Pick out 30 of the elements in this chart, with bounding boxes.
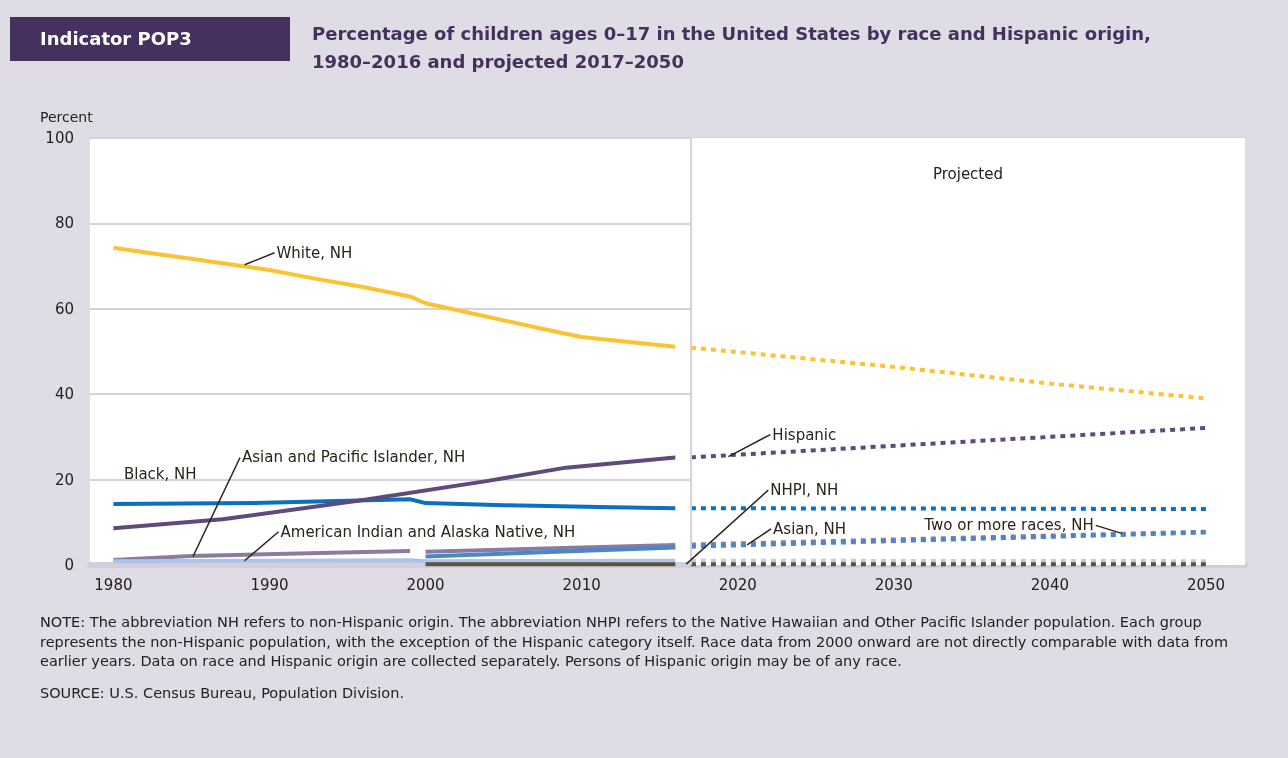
y-axis-title: Percent [40, 109, 94, 125]
x-tick-label: 2010 [562, 575, 601, 594]
x-tick-label: 2020 [718, 575, 757, 594]
annotation: NHPI, NH [770, 481, 839, 500]
x-tick-label: 2000 [406, 575, 445, 594]
x-tick-label: 2030 [874, 575, 913, 594]
annotation: American Indian and Alaska Native, NH [280, 522, 576, 541]
x-tick-label: 1990 [250, 575, 289, 594]
annotation: Asian and Pacific Islander, NH [242, 448, 466, 467]
x-tick-label: 2040 [1030, 575, 1069, 594]
annotation: Hispanic [772, 425, 837, 444]
chart-title: Percentage of children ages 0–17 in the United States by race and Hispanic origin, 1980–2016 and projected 2017–2050 [312, 22, 1152, 74]
annotation: Black, NH [123, 465, 197, 484]
text: NOTE: The abbreviation NH refers to non-Hispanic origin. The abbreviation NHPI refers to the Native Hawaiian and Other Pacific Islander population. Each group represents the non-Hispanic population, with the exception of the Hispanic category itself. Race data from 2000 onward are not directly comparable with data from earlier years. Data on race and Hispanic origin are collected separately. Persons of Hispanic origin may be of any race. [40, 613, 1230, 671]
annotation: Asian, NH [773, 519, 847, 538]
y-tick-label: 100 [45, 129, 74, 147]
y-tick-label: 20 [54, 470, 74, 489]
y-tick-label: 80 [54, 214, 74, 233]
x-tick-label: 2050 [1186, 575, 1226, 594]
chart-subtitle: Indicator POP3 [10, 17, 290, 61]
annotation: Two or more races, NH [923, 516, 1094, 535]
x-tick-label: 1980 [94, 575, 133, 594]
y-tick-label: 0 [64, 556, 74, 574]
y-tick-label: 40 [54, 385, 74, 404]
source-note: SOURCE: U.S. Census Bureau, Population Division. [40, 683, 405, 703]
y-tick-label: 60 [54, 299, 74, 318]
band-label: Projected [932, 164, 1003, 183]
annotation: White, NH [276, 243, 353, 262]
line-series [111, 497, 678, 511]
line-series [111, 245, 678, 349]
